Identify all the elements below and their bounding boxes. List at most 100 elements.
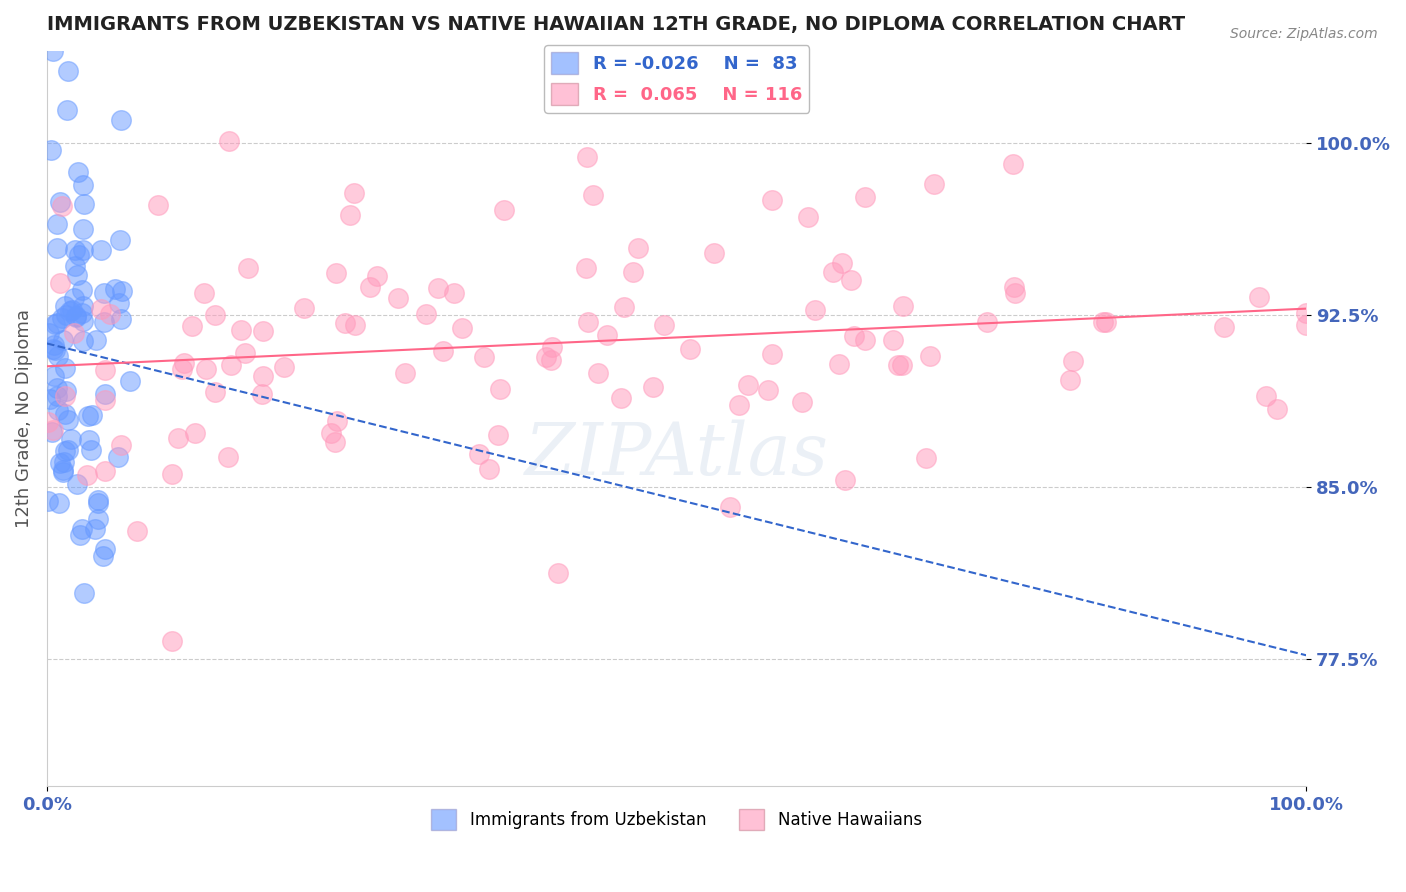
Point [540,339,562,353]
Point [44,343,66,358]
Point [82,408,104,422]
Point [831,256,853,270]
Point [588,366,610,380]
Point [1095,315,1118,329]
Point [90,243,112,257]
Point [828,357,851,371]
Point [120,374,142,388]
Point [55,308,77,322]
Point [108,233,131,247]
Point [53,444,76,458]
Legend: Immigrants from Uzbekistan, Native Hawaiians: Immigrants from Uzbekistan, Native Hawai… [425,803,928,836]
Point [46,403,69,417]
Point [63,291,86,305]
Point [1004,286,1026,301]
Point [63,243,86,257]
Point [80,443,103,458]
Point [38,326,60,340]
Point [218,134,240,148]
Point [42,44,65,58]
Point [886,358,908,372]
Point [323,435,346,450]
Point [84,333,107,347]
Point [547,566,569,580]
Point [844,328,866,343]
Point [853,333,876,347]
Point [1247,290,1270,304]
Point [432,344,454,359]
Point [252,324,274,338]
Point [93,286,115,301]
Point [76,409,98,424]
Point [468,447,491,461]
Point [72,334,94,349]
Point [335,316,357,330]
Point [229,323,252,337]
Point [49,456,72,470]
Point [72,244,94,258]
Point [1059,373,1081,387]
Point [94,464,117,478]
Point [67,247,90,261]
Point [641,379,664,393]
Point [292,301,315,315]
Point [52,466,75,480]
Point [252,368,274,383]
Point [55,384,77,398]
Point [72,283,94,297]
Point [821,265,844,279]
Point [59,432,82,446]
Point [39,392,62,406]
Point [803,303,825,318]
Point [93,387,115,401]
Point [273,360,295,375]
Text: ZIPAtlas: ZIPAtlas [524,420,828,491]
Point [238,261,260,276]
Point [582,188,605,202]
Point [94,392,117,407]
Point [576,150,599,164]
Point [488,382,510,396]
Point [219,358,242,372]
Point [98,307,121,321]
Point [183,426,205,441]
Point [233,346,256,360]
Point [111,284,134,298]
Point [486,428,509,442]
Point [46,217,69,231]
Point [66,476,89,491]
Point [853,190,876,204]
Point [58,412,80,426]
Point [737,378,759,392]
Point [42,423,65,437]
Point [91,549,114,563]
Point [62,326,84,340]
Point [575,260,598,275]
Point [72,178,94,192]
Point [52,455,75,469]
Point [1002,279,1025,293]
Point [67,165,90,179]
Point [217,450,239,464]
Point [834,473,856,487]
Point [1254,389,1277,403]
Point [53,389,76,403]
Point [46,349,69,363]
Point [173,356,195,370]
Point [1091,314,1114,328]
Point [107,296,129,310]
Point [756,384,779,398]
Point [66,268,89,283]
Point [72,300,94,314]
Point [534,350,557,364]
Point [540,353,562,368]
Point [48,496,70,510]
Point [576,315,599,329]
Point [52,463,75,477]
Y-axis label: 12th Grade, No Diploma: 12th Grade, No Diploma [15,309,32,528]
Point [976,315,998,329]
Point [922,177,945,191]
Point [45,241,67,255]
Point [39,143,62,157]
Point [162,633,184,648]
